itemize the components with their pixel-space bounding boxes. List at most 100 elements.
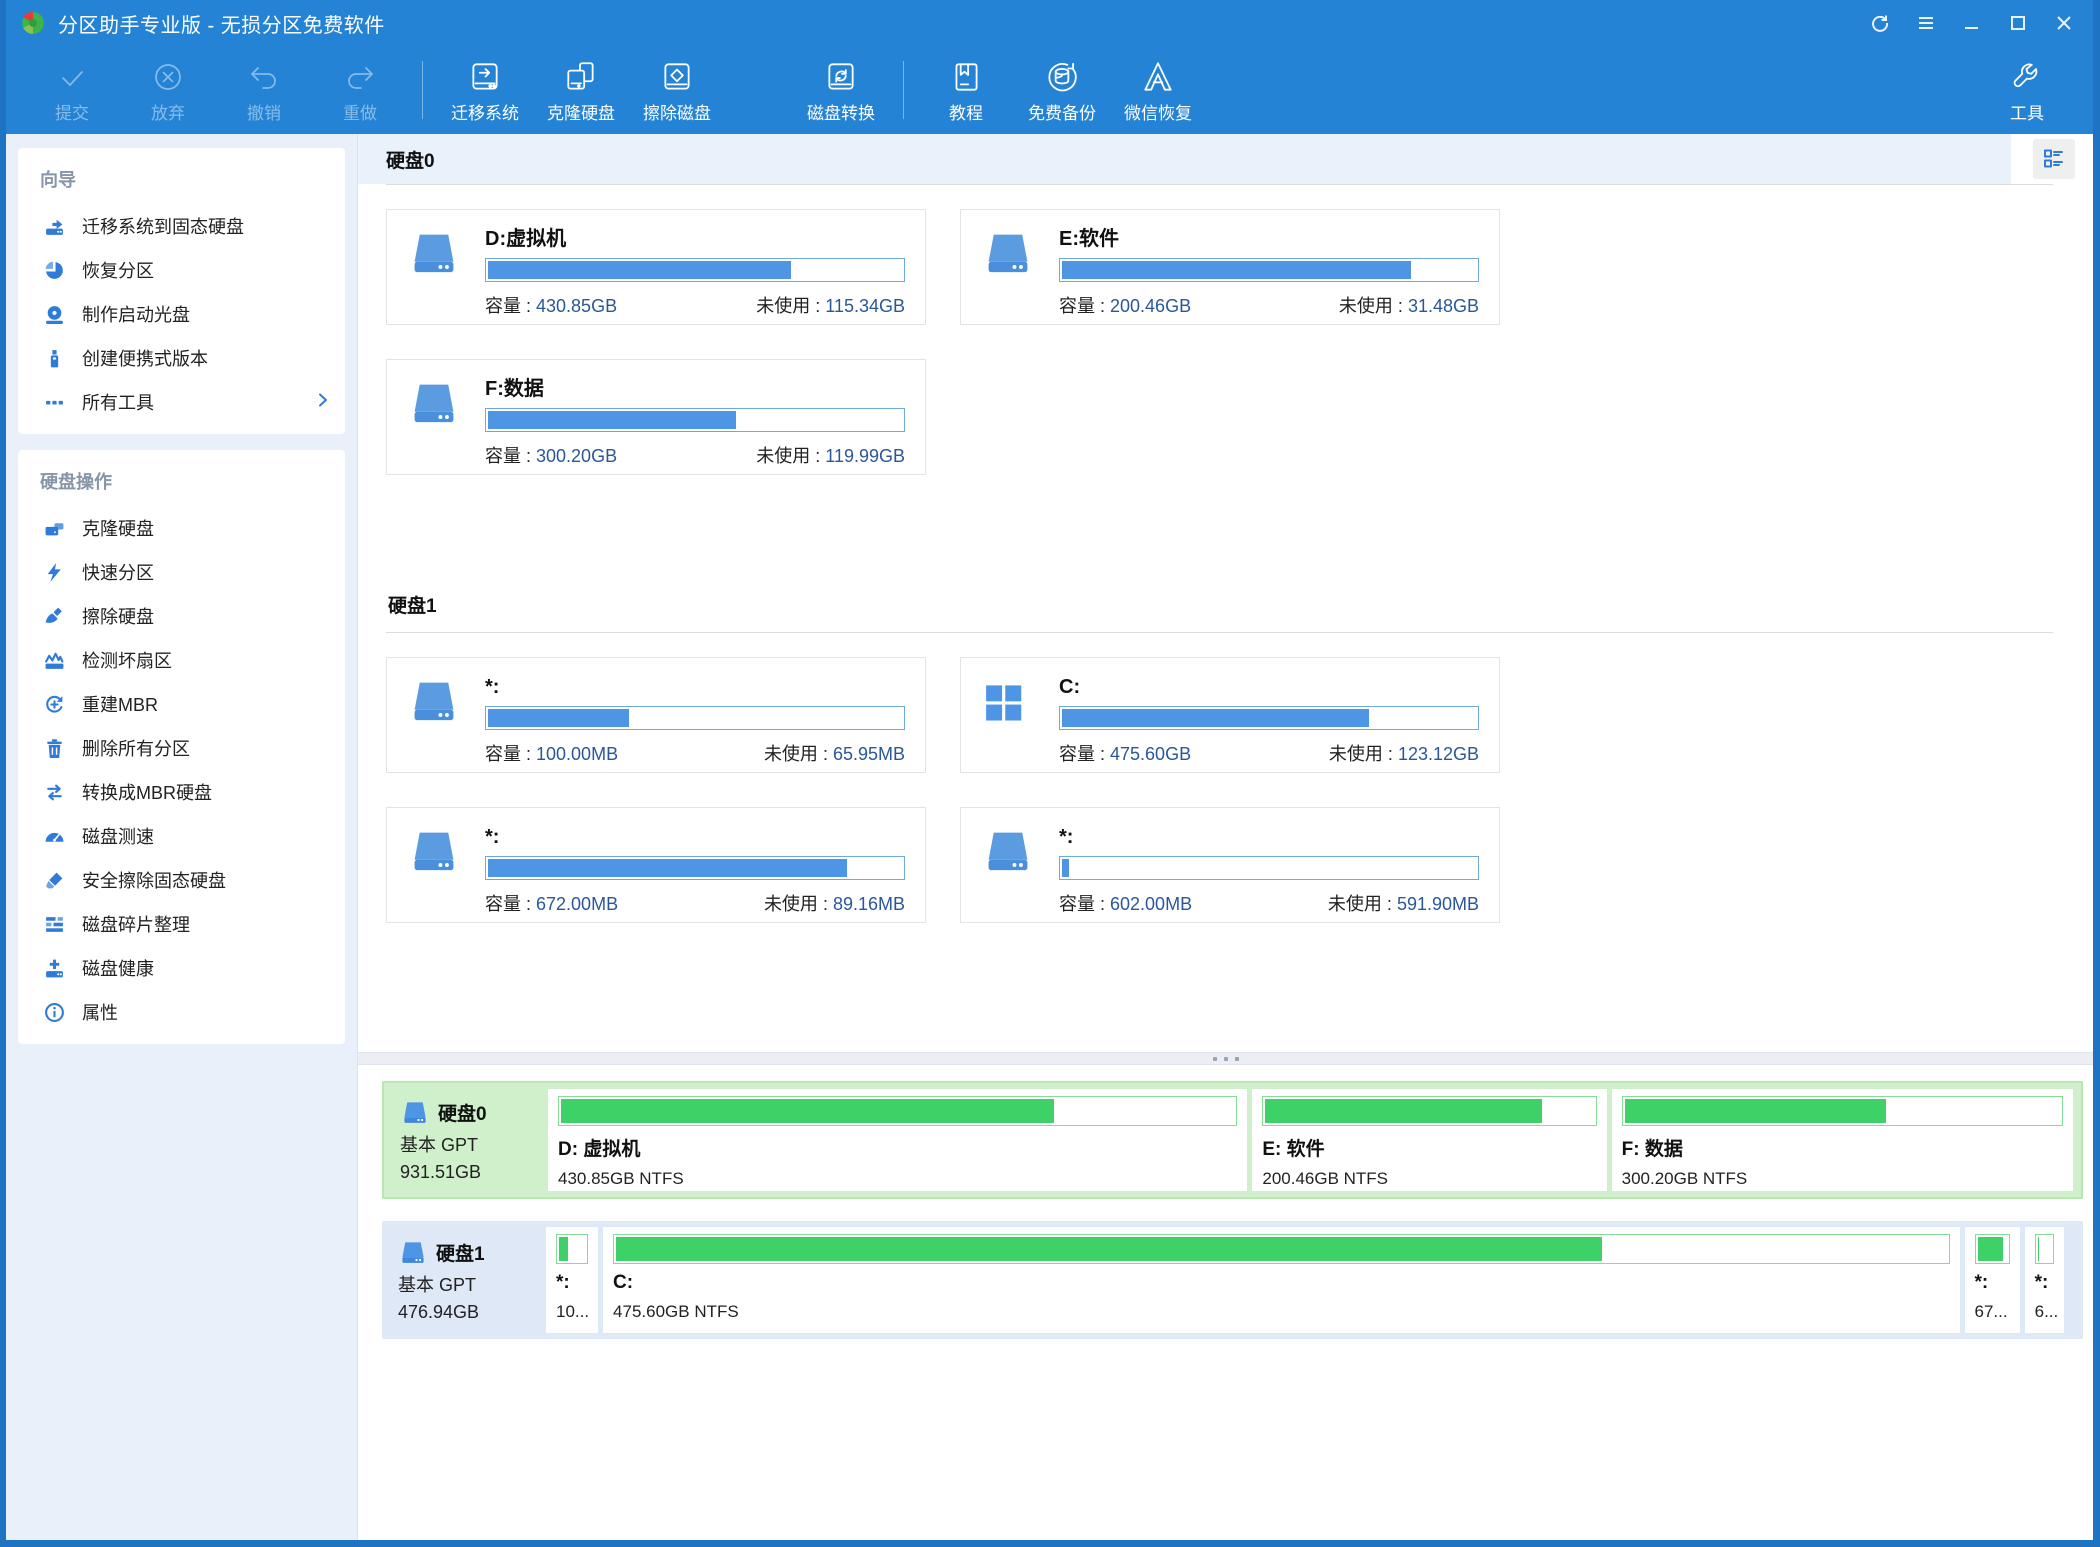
disk-name: 硬盘1 — [436, 1244, 485, 1265]
migrate-system-button[interactable]: 迁移系统 — [437, 53, 533, 128]
wechat-recovery-button[interactable]: 微信恢复 — [1110, 53, 1206, 128]
block-e[interactable]: E: 软件 200.46GB NTFS — [1252, 1089, 1607, 1191]
disk1-row[interactable]: 硬盘1 基本 GPT 476.94GB *: 10... C: — [382, 1221, 2083, 1339]
commit-button[interactable]: 提交 — [24, 53, 120, 128]
disk-convert-button[interactable]: 磁盘转换 — [793, 53, 889, 128]
disk-map-panel: 硬盘0 基本 GPT 931.51GB D: 虚拟机 430.85GB NTFS… — [358, 1065, 2093, 1540]
section-title: 硬盘操作 — [40, 472, 112, 492]
sidebar-section-wizard: 向导 迁移系统到固态硬盘 恢复分区 制作启动光盘 — [18, 148, 345, 434]
boot-disc-icon — [42, 302, 66, 326]
usage-bar — [556, 1234, 589, 1264]
redo-button[interactable]: 重做 — [312, 53, 408, 128]
disk0-row[interactable]: 硬盘0 基本 GPT 931.51GB D: 虚拟机 430.85GB NTFS… — [382, 1081, 2083, 1199]
usage-bar — [613, 1234, 1950, 1264]
tools-button[interactable]: 工具 — [1979, 53, 2075, 128]
windows-icon — [981, 676, 1059, 758]
app-logo-icon — [22, 12, 44, 34]
sidebar-item-convert-to-mbr[interactable]: 转换成MBR硬盘 — [18, 770, 345, 814]
usage-bar — [558, 1096, 1238, 1126]
section-title: 向导 — [40, 170, 76, 190]
sidebar-item-disk-speed-test[interactable]: 磁盘测速 — [18, 814, 345, 858]
undo-button[interactable]: 撤销 — [216, 53, 312, 128]
unused-text: 未使用 : 65.95MB — [763, 744, 905, 764]
eraser-icon — [42, 868, 66, 892]
disk0-header: 硬盘0 — [358, 134, 2093, 184]
maximize-icon[interactable] — [1999, 7, 2037, 39]
free-backup-button[interactable]: 免费备份 — [1014, 53, 1110, 128]
sidebar-item-check-bad-sectors[interactable]: 检测坏扇区 — [18, 638, 345, 682]
usb-stick-icon — [42, 346, 66, 370]
sidebar-item-wipe-disk[interactable]: 擦除硬盘 — [18, 594, 345, 638]
block-f[interactable]: F: 数据 300.20GB NTFS — [1611, 1089, 2073, 1191]
cancel-circle-icon — [151, 57, 185, 97]
partition-card-reserved-1[interactable]: *: 容量 : 100.00MB 未使用 : 65.95MB — [386, 657, 926, 773]
sidebar-item-all-tools[interactable]: 所有工具 — [18, 380, 345, 424]
minimize-icon[interactable] — [1953, 7, 1991, 39]
drive-icon — [981, 826, 1059, 908]
sidebar-item-make-boot-disc[interactable]: 制作启动光盘 — [18, 292, 345, 336]
partition-card-d[interactable]: D:虚拟机 容量 : 430.85GB 未使用 : 115.34GB — [386, 209, 926, 325]
disk1-title: 硬盘1 — [388, 596, 437, 617]
partition-name: C: — [1059, 676, 1081, 698]
partition-card-reserved-2[interactable]: *: 容量 : 672.00MB 未使用 : 89.16MB — [386, 807, 926, 923]
drive-icon — [404, 1101, 426, 1123]
block-reserved-2[interactable]: *: 67... — [1964, 1227, 2020, 1333]
sidebar-item-disk-health[interactable]: 磁盘健康 — [18, 946, 345, 990]
disk-type: 基本 GPT — [398, 1275, 477, 1295]
partition-card-e[interactable]: E:软件 容量 : 200.46GB 未使用 : 31.48GB — [960, 209, 1500, 325]
partition-card-c[interactable]: C: 容量 : 475.60GB 未使用 : 123.12GB — [960, 657, 1500, 773]
usage-bar — [1059, 856, 1479, 880]
disk1-partition-cards: *: 容量 : 100.00MB 未使用 : 65.95MB C: — [386, 657, 2053, 923]
refresh-icon[interactable] — [1861, 7, 1899, 39]
sidebar-item-clone-disk[interactable]: 克隆硬盘 — [18, 506, 345, 550]
view-mode-button[interactable] — [2033, 139, 2075, 179]
tools-wrench-icon — [2009, 57, 2045, 97]
sidebar-item-portable-version[interactable]: 创建便携式版本 — [18, 336, 345, 380]
tutorial-button[interactable]: 教程 — [918, 53, 1014, 128]
list-view-icon — [2044, 149, 2063, 168]
usage-bar — [1621, 1096, 2063, 1126]
sidebar-item-recover-partition[interactable]: 恢复分区 — [18, 248, 345, 292]
block-reserved-3[interactable]: *: 6... — [2024, 1227, 2065, 1333]
partition-card-f[interactable]: F:数据 容量 : 300.20GB 未使用 : 119.99GB — [386, 359, 926, 475]
redo-icon — [343, 57, 377, 97]
unused-text: 未使用 : 31.48GB — [1338, 296, 1479, 316]
unused-text: 未使用 : 115.34GB — [756, 296, 905, 316]
disk-health-icon — [42, 956, 66, 980]
capacity-text: 容量 : 475.60GB — [1059, 744, 1192, 764]
sidebar-item-properties[interactable]: 属性 — [18, 990, 345, 1034]
partition-name: D:虚拟机 — [485, 228, 567, 250]
sidebar-item-migrate-to-ssd[interactable]: 迁移系统到固态硬盘 — [18, 204, 345, 248]
sidebar-item-quick-partition[interactable]: 快速分区 — [18, 550, 345, 594]
block-c[interactable]: C: 475.60GB NTFS — [603, 1227, 1960, 1333]
clone-disk-button[interactable]: 克隆硬盘 — [533, 53, 629, 128]
drive-icon — [407, 826, 485, 908]
close-icon[interactable] — [2045, 7, 2083, 39]
convert-arrows-icon — [42, 780, 66, 804]
menu-icon[interactable] — [1907, 7, 1945, 39]
partition-card-reserved-3[interactable]: *: 容量 : 602.00MB 未使用 : 591.90MB — [960, 807, 1500, 923]
block-d[interactable]: D: 虚拟机 430.85GB NTFS — [548, 1089, 1248, 1191]
sidebar: 向导 迁移系统到固态硬盘 恢复分区 制作启动光盘 — [6, 134, 358, 1540]
block-reserved-1[interactable]: *: 10... — [546, 1227, 599, 1333]
drive-icon — [407, 676, 485, 758]
wipe-disk-button[interactable]: 擦除磁盘 — [629, 53, 725, 128]
partition-name: E:软件 — [1059, 228, 1119, 250]
speedometer-icon — [42, 824, 66, 848]
usage-bar — [485, 408, 905, 432]
sidebar-item-rebuild-mbr[interactable]: 重建MBR — [18, 682, 345, 726]
sidebar-item-defragment[interactable]: 磁盘碎片整理 — [18, 902, 345, 946]
discard-button[interactable]: 放弃 — [120, 53, 216, 128]
toolbar-separator — [422, 61, 423, 119]
disk-name: 硬盘0 — [438, 1104, 487, 1125]
disk-size: 476.94GB — [398, 1302, 480, 1322]
sidebar-item-secure-erase-ssd[interactable]: 安全擦除固态硬盘 — [18, 858, 345, 902]
tutorial-book-icon — [948, 57, 984, 97]
sidebar-item-delete-all-partitions[interactable]: 删除所有分区 — [18, 726, 345, 770]
rebuild-mbr-icon — [42, 692, 66, 716]
disk-type: 基本 GPT — [400, 1135, 479, 1155]
unused-text: 未使用 : 123.12GB — [1328, 744, 1479, 764]
capacity-text: 容量 : 200.46GB — [1059, 296, 1192, 316]
panel-splitter[interactable] — [358, 1052, 2093, 1065]
